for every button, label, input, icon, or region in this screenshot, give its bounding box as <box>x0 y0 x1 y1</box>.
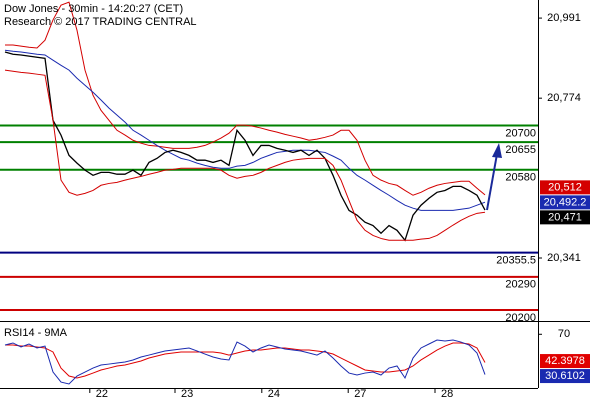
x-tick-label: 22 <box>96 388 108 400</box>
value-badge <box>540 354 590 369</box>
series-line <box>5 342 486 379</box>
rsi-title: RSI14 - 9MA <box>4 327 68 339</box>
y-tick-label: 20,774 <box>547 92 581 104</box>
value-badge-label: 20,471 <box>548 211 582 223</box>
x-tick-label: 27 <box>354 388 366 400</box>
x-tick-label: 23 <box>181 388 193 400</box>
value-badge-label: 20,492.2 <box>544 196 587 208</box>
value-badge-label: 30.6102 <box>545 370 585 382</box>
level-label: 20655 <box>505 144 536 156</box>
value-badge-label: 20,512 <box>548 181 582 193</box>
level-label: 20290 <box>505 279 536 291</box>
series-line <box>4 49 486 211</box>
value-badge <box>540 369 590 384</box>
chart-subtitle: Research © 2017 TRADING CENTRAL <box>4 16 197 28</box>
value-badge <box>540 210 590 225</box>
series-line <box>4 69 486 241</box>
value-badge <box>540 195 590 210</box>
y-tick-label: 20,991 <box>547 12 581 24</box>
arrow-head <box>492 143 502 158</box>
level-label: 20580 <box>505 172 536 184</box>
series-line <box>5 1 486 196</box>
forecast-arrow <box>486 143 502 211</box>
value-badge-label: 42.3978 <box>545 355 585 367</box>
series-line <box>4 339 486 385</box>
y-tick-label: 70 <box>558 328 570 340</box>
chart-title: Dow Jones - 30min - 14:20:27 (CET) <box>4 3 183 15</box>
x-tick-label: 24 <box>268 388 280 400</box>
arrow-shaft <box>486 153 498 211</box>
x-tick-label: 28 <box>441 388 453 400</box>
level-label: 20700 <box>505 127 536 139</box>
level-label: 20355.5 <box>496 255 536 267</box>
y-tick-label: 20,341 <box>547 252 581 264</box>
value-badge <box>540 180 590 195</box>
level-label: 20200 <box>505 312 536 324</box>
